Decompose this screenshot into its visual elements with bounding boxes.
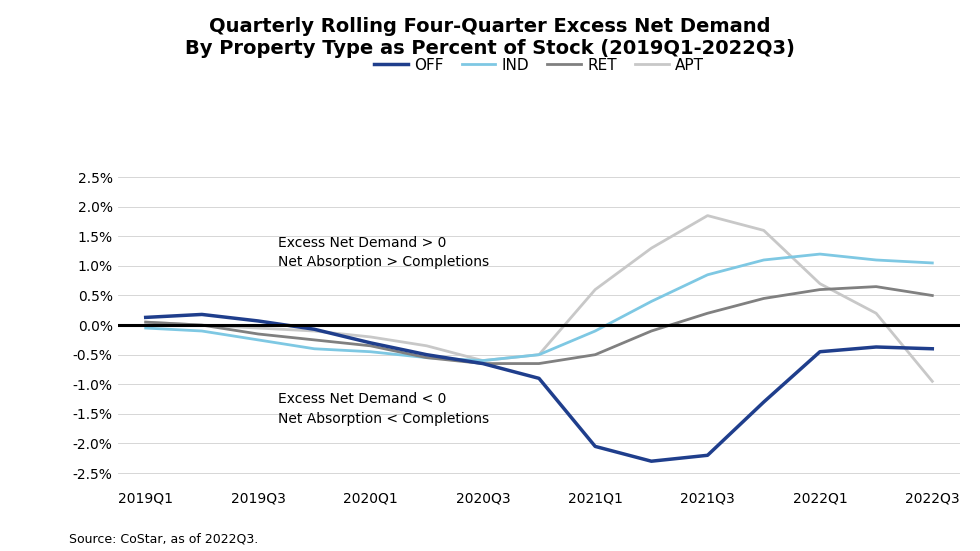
- RET: [926, 292, 938, 299]
- OFF: [646, 458, 658, 464]
- OFF: [702, 452, 713, 458]
- IND: [646, 298, 658, 305]
- APT: [477, 357, 489, 364]
- Text: Quarterly Rolling Four-Quarter Excess Net Demand
By Property Type as Percent of : Quarterly Rolling Four-Quarter Excess Ne…: [185, 17, 795, 57]
- IND: [926, 260, 938, 266]
- APT: [309, 328, 320, 334]
- RET: [420, 354, 432, 361]
- APT: [196, 322, 208, 328]
- APT: [589, 287, 601, 293]
- Line: IND: IND: [146, 254, 932, 360]
- OFF: [758, 399, 769, 406]
- APT: [420, 343, 432, 349]
- Line: OFF: OFF: [146, 315, 932, 461]
- IND: [533, 352, 545, 358]
- RET: [870, 283, 882, 290]
- IND: [870, 257, 882, 263]
- APT: [870, 310, 882, 317]
- OFF: [926, 345, 938, 352]
- RET: [646, 328, 658, 334]
- RET: [758, 295, 769, 302]
- OFF: [365, 339, 376, 346]
- Text: Excess Net Demand > 0
Net Absorption > Completions: Excess Net Demand > 0 Net Absorption > C…: [277, 236, 489, 269]
- Line: APT: APT: [146, 215, 932, 381]
- RET: [309, 337, 320, 343]
- IND: [758, 257, 769, 263]
- IND: [140, 325, 152, 331]
- RET: [252, 331, 264, 337]
- APT: [140, 319, 152, 326]
- RET: [589, 352, 601, 358]
- RET: [477, 360, 489, 367]
- APT: [252, 325, 264, 331]
- APT: [758, 227, 769, 234]
- IND: [589, 328, 601, 334]
- RET: [365, 343, 376, 349]
- APT: [814, 280, 826, 287]
- OFF: [477, 360, 489, 367]
- OFF: [533, 375, 545, 382]
- OFF: [589, 443, 601, 450]
- IND: [252, 337, 264, 343]
- RET: [196, 322, 208, 328]
- OFF: [870, 344, 882, 350]
- APT: [646, 245, 658, 251]
- Text: Excess Net Demand < 0
Net Absorption < Completions: Excess Net Demand < 0 Net Absorption < C…: [277, 392, 489, 426]
- RET: [702, 310, 713, 317]
- IND: [477, 357, 489, 364]
- Legend: OFF, IND, RET, APT: OFF, IND, RET, APT: [368, 51, 710, 79]
- APT: [365, 333, 376, 340]
- Line: RET: RET: [146, 287, 932, 364]
- APT: [533, 352, 545, 358]
- APT: [702, 212, 713, 219]
- IND: [196, 328, 208, 334]
- OFF: [252, 317, 264, 324]
- RET: [140, 319, 152, 326]
- IND: [702, 272, 713, 278]
- OFF: [309, 326, 320, 333]
- OFF: [814, 348, 826, 355]
- RET: [533, 360, 545, 367]
- IND: [420, 354, 432, 361]
- IND: [309, 345, 320, 352]
- OFF: [420, 352, 432, 358]
- RET: [814, 287, 826, 293]
- OFF: [196, 311, 208, 318]
- OFF: [140, 314, 152, 321]
- APT: [926, 378, 938, 385]
- Text: Source: CoStar, as of 2022Q3.: Source: CoStar, as of 2022Q3.: [69, 532, 258, 545]
- IND: [814, 251, 826, 257]
- IND: [365, 348, 376, 355]
